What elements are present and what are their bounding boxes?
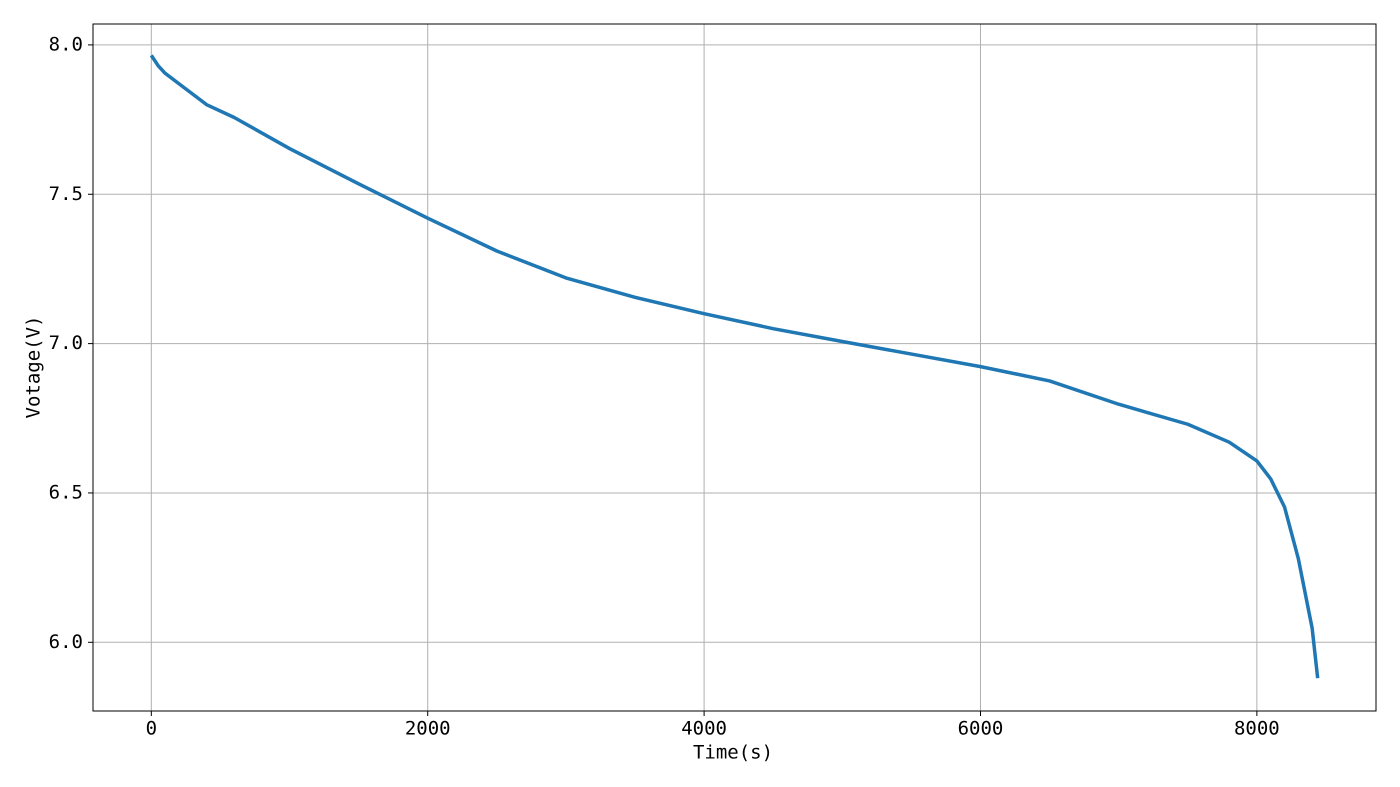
x-axis-label: Time(s) <box>693 742 773 764</box>
y-tick-label: 7.5 <box>49 183 83 205</box>
x-tick-label: 6000 <box>958 718 1004 740</box>
y-tick-label: 6.5 <box>49 481 83 503</box>
y-axis-label: Votage(V) <box>23 316 45 419</box>
x-tick-label: 2000 <box>405 718 451 740</box>
plot-area <box>93 24 1376 711</box>
data-line <box>149 54 1320 679</box>
plot-frame <box>92 23 1377 712</box>
x-tick-label: 8000 <box>1234 718 1280 740</box>
y-tick-label: 8.0 <box>49 33 83 55</box>
y-tick-label: 6.0 <box>49 631 83 653</box>
x-tick-label: 4000 <box>681 718 727 740</box>
x-tick-label: 0 <box>146 718 157 740</box>
y-tick-label: 7.0 <box>49 332 83 354</box>
